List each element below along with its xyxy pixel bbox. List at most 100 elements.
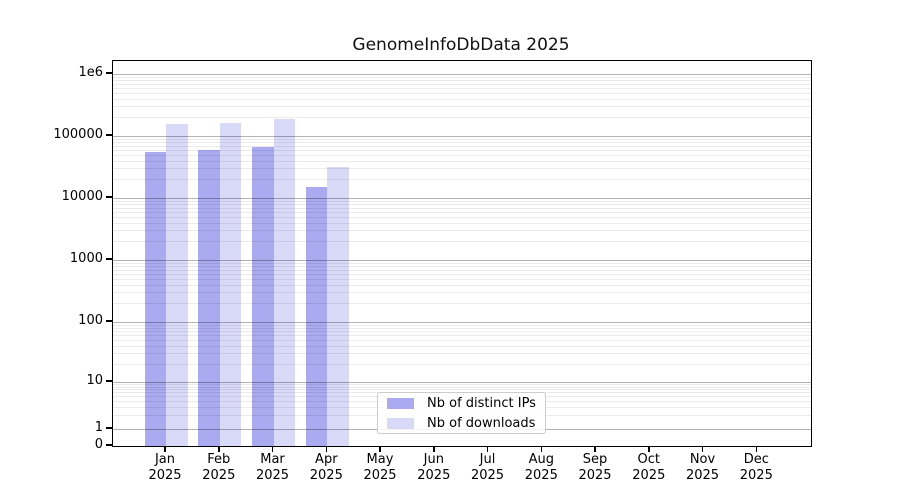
minor-gridline [113,363,811,365]
bar-downloads-mar [273,118,295,446]
x-tick-label-apr: Apr 2025 [294,452,358,483]
minor-gridline [113,87,811,89]
minor-gridline [113,117,811,119]
chart-title: GenomeInfoDbData 2025 [352,35,570,55]
legend-item-downloads: Nb of downloads [387,416,536,431]
minor-gridline [113,292,811,294]
minor-gridline [113,389,811,391]
minor-gridline [113,145,811,147]
minor-gridline [113,76,811,78]
minor-gridline [113,345,811,347]
legend-label: Nb of downloads [427,415,536,431]
y-tick-mark [106,380,112,382]
minor-gridline [113,340,811,342]
minor-gridline [113,284,811,286]
minor-gridline [113,266,811,267]
minor-gridline [113,211,811,213]
minor-gridline [113,207,811,209]
x-tick-mark [164,446,166,452]
x-tick-mark [433,446,435,452]
y-tick-mark [106,134,112,136]
minor-gridline [113,331,811,333]
major-gridline-10000 [113,198,811,199]
x-tick-year: 2025 [363,467,397,483]
x-tick-year: 2025 [578,467,612,483]
y-tick-label: 1e6 [78,65,103,80]
minor-gridline [113,149,811,151]
minor-gridline [113,384,811,386]
minor-gridline [113,168,811,170]
minor-gridline [113,160,811,162]
minor-gridline [113,83,811,85]
y-tick-mark [106,320,112,322]
y-tick-mark [106,258,112,260]
minor-gridline [113,106,811,108]
minor-gridline [113,200,811,202]
bar-downloads-apr [327,166,349,446]
minor-gridline [113,216,811,218]
minor-gridline [113,241,811,243]
minor-gridline [113,222,811,224]
x-tick-label-jul: Jul 2025 [456,452,520,483]
minor-gridline [113,273,811,275]
x-tick-mark [486,446,489,452]
bar-distinct-ips-jan [144,152,166,446]
bar-distinct-ips-feb [198,149,220,446]
major-gridline-100 [113,322,811,323]
x-tick-year: 2025 [632,467,666,483]
x-tick-mark [379,446,381,452]
minor-gridline [113,230,811,232]
minor-gridline [113,154,811,156]
x-tick-mark [755,446,757,452]
bar-downloads-jan [166,123,188,446]
x-tick-mark [325,446,327,452]
y-tick-mark [106,196,112,198]
x-tick-year: 2025 [309,467,343,483]
distinct-ips-swatch [387,397,414,409]
x-tick-year: 2025 [470,467,505,483]
minor-gridline [113,327,811,329]
x-tick-mark [594,446,596,452]
minor-gridline [113,324,811,326]
x-tick-label-aug: Aug 2025 [509,452,573,483]
minor-gridline [113,98,811,100]
minor-gridline [113,204,811,205]
x-tick-label-may: May 2025 [348,452,412,483]
y-tick-label: 10 [86,373,103,388]
downloads-swatch [387,417,414,429]
minor-gridline [113,353,811,355]
minor-gridline [113,138,811,140]
x-tick-year: 2025 [685,467,720,483]
x-tick-year: 2025 [255,467,290,483]
x-tick-label-mar: Mar 2025 [241,452,305,483]
y-tick-label: 10000 [61,189,103,204]
x-tick-label-oct: Oct 2025 [617,452,681,483]
bar-distinct-ips-apr [305,187,328,446]
y-tick-label: 1 [94,420,103,435]
minor-gridline [113,80,811,81]
minor-gridline [113,303,811,305]
x-tick-year: 2025 [202,467,236,483]
legend: Nb of distinct IPs Nb of downloads [377,392,546,434]
bar-distinct-ips-mar [252,147,274,446]
minor-gridline [113,386,811,388]
grid-layer [113,61,811,446]
x-tick-mark [701,446,704,452]
x-tick-label-nov: Nov 2025 [671,452,735,483]
bar-layer [113,61,811,446]
x-tick-label-feb: Feb 2025 [187,452,251,483]
x-tick-label-jan: Jan 2025 [133,452,197,483]
minor-gridline [113,335,811,337]
bar-downloads-feb [219,123,242,446]
x-tick-mark [271,446,274,452]
x-tick-label-jun: Jun 2025 [402,452,466,483]
y-tick-label: 100 [78,313,103,328]
x-tick-mark [648,446,650,452]
major-gridline-100000 [113,136,811,137]
minor-gridline [113,262,811,264]
major-gridline-10 [113,382,811,383]
minor-gridline [113,142,811,143]
y-tick-mark [106,427,112,429]
minor-gridline [113,278,811,280]
